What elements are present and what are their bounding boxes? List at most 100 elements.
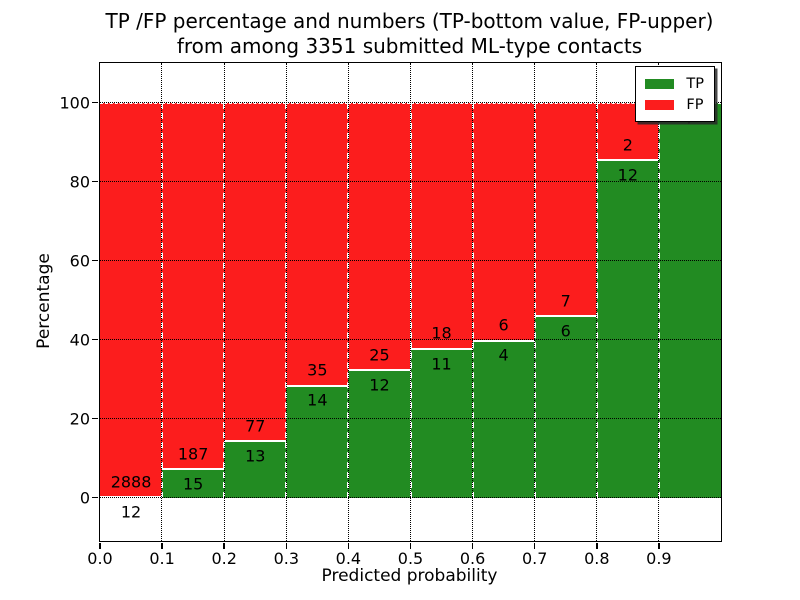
fp-count-label: 77 bbox=[245, 416, 266, 436]
x-axis-label: Predicted probability bbox=[321, 566, 498, 586]
chart-title: TP /FP percentage and numbers (TP-bottom… bbox=[99, 9, 720, 59]
fp-count-label: 25 bbox=[369, 345, 390, 365]
chart-title-line1: TP /FP percentage and numbers (TP-bottom… bbox=[105, 9, 714, 33]
x-tick-mark bbox=[99, 542, 101, 549]
x-tick-label: 0.8 bbox=[584, 549, 610, 568]
x-tick-mark bbox=[223, 542, 225, 549]
fp-count-label: 35 bbox=[307, 360, 328, 380]
tp-bar-segment bbox=[162, 468, 225, 498]
fp-bar-segment bbox=[100, 102, 163, 496]
tp-bar-segment bbox=[658, 102, 721, 498]
stacked-bar-0.7-0.8 bbox=[534, 102, 597, 498]
v-gridline-0.9 bbox=[658, 63, 660, 541]
x-tick-label: 0.3 bbox=[273, 549, 300, 568]
y-tick-label: 80 bbox=[69, 172, 90, 191]
fp-count-label: 7 bbox=[560, 291, 571, 311]
x-tick-label: 0.1 bbox=[149, 549, 175, 568]
tp-bar-segment bbox=[224, 440, 287, 498]
stacked-bar-0.8-0.9 bbox=[596, 102, 659, 498]
x-tick-mark bbox=[409, 542, 412, 549]
fp-count-label: 2888 bbox=[110, 472, 152, 492]
y-tick-label: 40 bbox=[69, 330, 90, 350]
y-tick-label: 0 bbox=[79, 488, 90, 508]
tp-count-label: 6 bbox=[560, 321, 571, 341]
x-tick-label: 0.6 bbox=[459, 549, 486, 568]
v-gridline-0.5 bbox=[409, 63, 411, 541]
stacked-bar-0.1-0.2 bbox=[162, 102, 225, 498]
plot-area: 0 20 40 60 80 100 0.0 0.1 0.2 0.3 0.4 0.5 0.6 0.7 0.8 0… bbox=[59, 62, 722, 568]
x-tick-label: 0.9 bbox=[646, 549, 672, 568]
stacked-bar-0.2-0.3 bbox=[224, 102, 287, 498]
y-tick-mark bbox=[92, 417, 99, 420]
tp-bar-segment bbox=[534, 315, 597, 498]
stacked-bar-0.5-0.6 bbox=[410, 102, 473, 498]
y-tick-mark bbox=[92, 259, 99, 262]
v-gridline-0.4 bbox=[347, 63, 349, 541]
fp-bar-segment bbox=[472, 102, 535, 340]
chart-title-line2: from among 3351 submitted ML-type contac… bbox=[176, 34, 643, 58]
fp-bar-segment bbox=[596, 102, 659, 159]
fp-bar-segment bbox=[286, 102, 349, 385]
stacked-bar-0.3-0.4 bbox=[286, 102, 349, 498]
v-gridline-0.2 bbox=[223, 63, 225, 541]
y-tick-mark bbox=[92, 338, 99, 341]
x-tick-mark bbox=[596, 542, 598, 549]
fp-bar-segment bbox=[410, 102, 473, 348]
x-tick-mark bbox=[471, 542, 474, 549]
x-tick-label: 0.7 bbox=[521, 549, 548, 568]
fp-bar-segment bbox=[534, 102, 597, 316]
y-axis-label: Percentage bbox=[34, 253, 54, 349]
x-tick-mark bbox=[285, 542, 288, 549]
stacked-bar-0.0-0.1 bbox=[100, 102, 163, 498]
tp-count-label: 12 bbox=[369, 375, 390, 395]
stacked-bar-0.4-0.5 bbox=[348, 102, 411, 498]
fp-legend-swatch bbox=[645, 99, 675, 110]
x-tick-mark bbox=[533, 542, 536, 549]
v-gridline-0.8 bbox=[596, 63, 598, 541]
fp-bar-segment bbox=[348, 102, 411, 370]
y-tick-label: 20 bbox=[69, 409, 90, 429]
tp-count-label: 14 bbox=[307, 390, 328, 410]
y-tick-mark bbox=[92, 180, 99, 183]
fp-count-label: 187 bbox=[177, 444, 209, 464]
tp-count-label: 4 bbox=[498, 345, 509, 365]
legend-entry-fp: FP bbox=[645, 94, 704, 115]
stacked-bar-0.9-1.0 bbox=[658, 102, 721, 498]
fp-count-label: 2 bbox=[622, 135, 633, 155]
v-gridline-0.1 bbox=[161, 63, 163, 541]
x-tick-mark bbox=[161, 542, 163, 549]
x-tick-mark bbox=[347, 542, 350, 549]
legend-entry-tp: TP bbox=[645, 73, 704, 94]
tp-bar-segment bbox=[596, 158, 659, 498]
y-tick-label: 100 bbox=[59, 93, 90, 112]
stacked-bar-0.6-0.7 bbox=[472, 102, 535, 498]
legend-label: FP bbox=[686, 96, 704, 113]
tp-count-label: 11 bbox=[431, 354, 452, 373]
tp-bar-segment bbox=[410, 347, 473, 498]
tp-bar-segment bbox=[348, 369, 411, 498]
tp-bar-segment bbox=[286, 384, 349, 498]
y-tick-mark bbox=[92, 496, 99, 499]
x-tick-label: 0.2 bbox=[211, 549, 237, 568]
x-tick-mark bbox=[658, 542, 660, 549]
v-gridline-0.7 bbox=[534, 63, 535, 541]
fp-count-label: 18 bbox=[431, 323, 452, 343]
fp-bar-segment bbox=[162, 102, 225, 469]
v-gridline-0.3 bbox=[285, 63, 287, 541]
fp-count-label: 6 bbox=[498, 315, 509, 335]
x-tick-label: 0.0 bbox=[87, 549, 113, 568]
tp-legend-swatch bbox=[645, 78, 675, 89]
legend-label: TP bbox=[686, 75, 704, 92]
legend: TP FP bbox=[635, 66, 715, 122]
tp-count-label: 13 bbox=[245, 446, 266, 466]
y-tick-label: 60 bbox=[69, 251, 90, 271]
tp-count-label: 12 bbox=[617, 165, 639, 185]
tp-count-label: 15 bbox=[182, 474, 204, 494]
v-gridline-0.6 bbox=[471, 63, 473, 541]
x-tick-label: 0.5 bbox=[397, 549, 424, 568]
x-tick-label: 0.4 bbox=[335, 549, 362, 568]
fp-bar-segment bbox=[224, 102, 287, 441]
y-tick-mark bbox=[92, 101, 99, 104]
tp-count-label: 12 bbox=[120, 502, 142, 522]
